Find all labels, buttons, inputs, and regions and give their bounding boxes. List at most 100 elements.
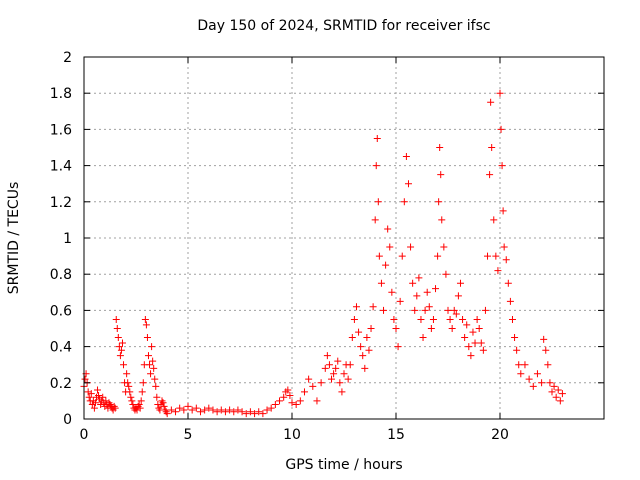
data-point <box>521 361 529 369</box>
data-point <box>499 207 507 215</box>
data-point <box>513 346 521 354</box>
data-point <box>492 252 500 260</box>
data-point <box>110 402 118 410</box>
data-point <box>284 386 292 394</box>
data-point <box>348 334 356 342</box>
data-point <box>409 279 417 287</box>
data-point <box>415 274 423 282</box>
data-point <box>438 216 446 224</box>
data-point <box>152 382 160 390</box>
data-point <box>85 393 93 401</box>
data-point <box>388 288 396 296</box>
data-point <box>392 325 400 332</box>
data-point <box>133 406 141 414</box>
data-point <box>413 292 421 300</box>
data-point <box>511 334 519 342</box>
data-point <box>382 261 390 269</box>
data-point <box>125 382 133 390</box>
data-point <box>292 401 300 409</box>
data-point <box>494 267 502 275</box>
data-point <box>163 410 171 418</box>
data-point <box>454 292 462 300</box>
data-point <box>548 388 556 396</box>
data-point <box>167 406 175 414</box>
data-point <box>400 198 408 206</box>
data-point <box>525 375 533 383</box>
data-point <box>296 397 304 405</box>
data-point <box>533 370 541 378</box>
data-point <box>217 406 225 414</box>
x-tick-label: 10 <box>283 427 301 443</box>
data-point <box>467 352 475 360</box>
y-tick-label: 0.2 <box>50 376 72 392</box>
data-point <box>271 401 279 409</box>
chart-grid <box>84 57 604 419</box>
data-point <box>452 310 460 318</box>
data-point <box>288 399 296 407</box>
data-point <box>479 346 487 354</box>
chart-points <box>80 89 566 418</box>
data-point <box>334 357 342 365</box>
data-point <box>155 404 163 412</box>
data-point <box>437 171 445 179</box>
data-point <box>135 401 143 409</box>
data-point <box>149 357 157 365</box>
data-point <box>542 346 550 354</box>
data-point <box>305 375 313 383</box>
data-point <box>461 334 469 342</box>
data-point <box>369 303 377 311</box>
data-point <box>386 243 394 251</box>
data-point <box>442 270 450 278</box>
y-tick-label: 1 <box>63 231 72 247</box>
data-point <box>402 153 410 161</box>
data-point <box>88 401 96 409</box>
data-point <box>300 388 308 396</box>
data-point <box>230 408 238 416</box>
data-point <box>411 306 419 314</box>
data-point <box>196 408 204 416</box>
data-point <box>540 335 548 343</box>
data-point <box>346 361 354 369</box>
data-point <box>160 402 168 410</box>
data-point <box>141 315 149 323</box>
data-point <box>544 361 552 369</box>
data-point <box>127 393 135 401</box>
data-point <box>363 334 371 342</box>
data-point <box>432 285 440 293</box>
data-point <box>112 315 120 323</box>
data-point <box>113 325 121 332</box>
data-point <box>309 382 317 390</box>
y-tick-label: 1.6 <box>50 122 72 138</box>
data-point <box>481 306 489 314</box>
data-point <box>558 390 566 398</box>
data-point <box>124 379 132 387</box>
data-point <box>286 391 294 399</box>
y-tick-label: 1.8 <box>50 86 72 102</box>
data-point <box>384 225 392 233</box>
data-point <box>355 328 363 336</box>
data-point <box>99 393 107 401</box>
data-point <box>367 325 375 332</box>
data-point <box>143 334 151 342</box>
data-point <box>111 404 119 412</box>
data-point <box>95 391 103 399</box>
data-point <box>404 180 412 188</box>
data-point <box>115 343 123 351</box>
data-point <box>148 343 156 351</box>
y-tick-label: 1.2 <box>50 195 72 211</box>
data-point <box>473 315 481 323</box>
data-point <box>477 339 485 347</box>
data-point <box>486 171 494 179</box>
data-point <box>417 315 425 323</box>
data-point <box>129 401 137 409</box>
data-point <box>114 334 122 342</box>
data-point <box>459 315 467 323</box>
data-point <box>444 306 452 314</box>
data-point <box>463 321 471 329</box>
data-point <box>91 399 99 407</box>
data-point <box>87 390 95 398</box>
x-tick-label: 0 <box>80 427 89 443</box>
data-point <box>280 393 288 401</box>
data-point <box>259 410 267 418</box>
data-point <box>556 397 564 405</box>
